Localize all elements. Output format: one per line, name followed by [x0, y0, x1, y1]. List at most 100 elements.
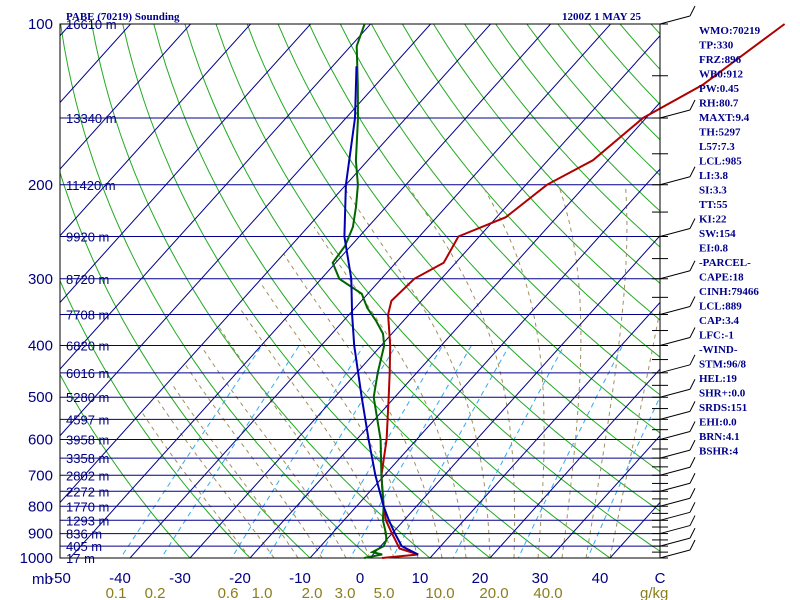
- wind-barb-flag: [689, 166, 696, 177]
- mixing-ratio-line: [587, 395, 660, 558]
- mixing-ratio-tick-label: 0.6: [218, 585, 239, 600]
- gkg-axis-label: g/kg: [640, 585, 668, 600]
- index-item: LCL:889: [699, 301, 742, 313]
- moist-adiabat: [259, 282, 419, 558]
- index-item: CINH:79466: [699, 286, 759, 298]
- isotherm: [60, 24, 372, 370]
- wind-barb: [659, 431, 691, 441]
- isotherm: [309, 168, 660, 558]
- wind-barb-flag: [689, 218, 696, 229]
- isotherm: [60, 24, 432, 437]
- index-item: PW:0.45: [699, 83, 740, 95]
- wind-barb-flag: [689, 488, 696, 499]
- height-label: 836 m: [66, 527, 102, 542]
- index-item: TH:5297: [699, 127, 741, 139]
- parcel-line: [343, 66, 419, 556]
- wind-barb-flag: [689, 379, 696, 390]
- index-item: L57:7.3: [699, 141, 735, 153]
- dewpoint-line: [331, 23, 388, 559]
- wind-barb-flag: [689, 296, 696, 307]
- isotherm: [60, 24, 312, 304]
- isotherm: [429, 301, 660, 558]
- index-item: TT:55: [699, 199, 728, 211]
- wind-barb: [659, 511, 691, 521]
- wind-barb-flag: [689, 327, 696, 338]
- wind-barb: [659, 337, 691, 346]
- moist-adiabat: [313, 226, 467, 558]
- mixing-ratio-line: [452, 345, 565, 558]
- pressure-tick-label: 800: [28, 498, 53, 515]
- wind-barb-flag: [689, 354, 696, 366]
- moist-adiabat: [557, 184, 582, 558]
- mixing-ratio-line: [317, 345, 444, 558]
- grid-clip: [60, 24, 660, 558]
- index-item: BRN:4.1: [699, 431, 740, 443]
- moist-adiabat: [609, 307, 660, 558]
- wind-barb: [659, 270, 691, 280]
- wind-barb-flag: [689, 5, 696, 17]
- dry-adiabat: [495, 24, 660, 212]
- height-label: 6016 m: [66, 366, 109, 381]
- wind-barb-flag: [689, 260, 696, 272]
- isotherm: [60, 24, 252, 237]
- height-label: 4597 m: [66, 412, 109, 427]
- height-label: 405 m: [66, 539, 102, 554]
- index-item: SI:3.3: [699, 185, 727, 197]
- wind-barb: [659, 466, 691, 476]
- index-item: WB0:912: [699, 69, 744, 81]
- wind-barb-flag: [689, 421, 696, 432]
- index-item: SW:154: [699, 228, 736, 240]
- index-item: TP:330: [699, 40, 734, 52]
- mixing-ratio-tick-label: 2.0: [302, 585, 323, 600]
- height-labels: 16610 m 13340 m 11420 m 9920 m 8720 m 7708 m 6…: [66, 17, 117, 566]
- height-label: 3958 m: [66, 433, 109, 448]
- wind-barb: [659, 228, 691, 237]
- wind-barb-flag: [689, 527, 696, 539]
- mb-axis-label: mb: [32, 571, 53, 588]
- height-label: 2272 m: [66, 484, 109, 499]
- moist-adiabat: [185, 364, 323, 558]
- temperature-tick-label: 40: [592, 570, 609, 587]
- mixing-ratio-tick-label: 20.0: [479, 585, 508, 600]
- moist-adiabat: [141, 412, 251, 558]
- mixing-ratio-tick-label: 0.2: [145, 585, 166, 600]
- dry-adiabat: [432, 24, 660, 284]
- mixing-ratio-tick-label: 40.0: [533, 585, 562, 600]
- isotherm: [189, 35, 660, 558]
- isotherm: [60, 24, 492, 504]
- height-label: 17 m: [66, 551, 95, 566]
- wind-barb: [659, 549, 691, 559]
- wind-barb: [659, 388, 691, 398]
- temperature-tick-label: -50: [49, 570, 71, 587]
- index-item: LFC:-1: [699, 330, 734, 342]
- height-label: 8720 m: [66, 272, 109, 287]
- index-item: -PARCEL-: [699, 257, 751, 269]
- moist-adiabat: [481, 184, 545, 558]
- moist-adiabat: [283, 254, 443, 558]
- pressure-tick-label: 300: [28, 271, 53, 288]
- wind-barb-flag: [689, 439, 696, 451]
- pressure-tick-label: 100: [28, 16, 53, 33]
- temperature-tick-label: -30: [169, 570, 191, 587]
- index-item: HEL:19: [699, 373, 737, 385]
- dry-adiabat: [60, 373, 191, 558]
- height-label: 5280 m: [66, 390, 109, 405]
- index-item: FRZ:896: [699, 54, 742, 66]
- wind-barb: [659, 537, 691, 547]
- wind-barb: [659, 15, 691, 25]
- wind-barb-flag: [689, 457, 696, 468]
- series-layer: [331, 23, 786, 559]
- pressure-tick-label: 1000: [20, 550, 53, 567]
- index-item: STM:96/8: [699, 359, 747, 371]
- wind-barb: [659, 176, 691, 186]
- mixing-ratio-tick-label: 5.0: [374, 585, 395, 600]
- isotherm: [60, 24, 132, 104]
- wind-barb: [659, 109, 691, 119]
- height-label: 11420 m: [66, 178, 116, 193]
- height-label: 9920 m: [66, 229, 109, 244]
- index-item: LCL:985: [699, 156, 742, 168]
- wind-barb-flag: [689, 99, 696, 111]
- isotherm: [129, 24, 612, 558]
- temperature-line: [380, 23, 786, 559]
